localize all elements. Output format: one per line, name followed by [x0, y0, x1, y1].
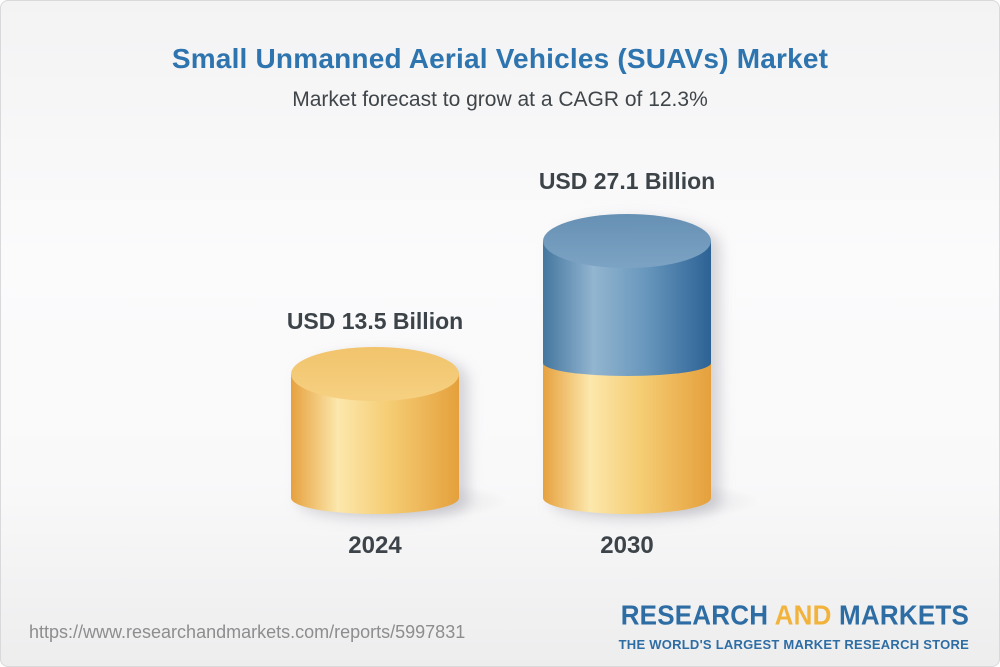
bar-cylinder-2024 — [291, 347, 459, 514]
category-label-2024: 2024 — [348, 532, 402, 559]
cylinder-segment-gold-2030 — [543, 363, 711, 514]
report-url: https://www.researchandmarkets.com/repor… — [29, 622, 466, 642]
logo-wordmark: RESEARCH AND MARKETS — [621, 599, 969, 632]
bar-value-label-2030: USD 27.1 Billion — [538, 168, 716, 194]
page-title: Small Unmanned Aerial Vehicles (SUAVs) M… — [171, 43, 829, 74]
research-and-markets-logo: RESEARCH AND MARKETS THE WORLD'S LARGEST… — [618, 599, 969, 652]
page-subtitle: Market forecast to grow at a CAGR of 12.… — [292, 88, 708, 111]
logo-tagline: THE WORLD'S LARGEST MARKET RESEARCH STOR… — [618, 637, 969, 652]
cylinder-top-blue-2030 — [543, 214, 711, 268]
logo-word-research: RESEARCH — [620, 598, 769, 631]
cylinder-top-gold-2024 — [291, 347, 459, 401]
category-label-2030: 2030 — [600, 532, 654, 559]
logo-word-markets: MARKETS — [839, 598, 969, 631]
cylinder-body-gold-2024 — [291, 374, 459, 514]
cylinder-segment-blue-2030 — [543, 241, 711, 376]
bar-cylinder-2030 — [543, 214, 711, 514]
logo-word-and: AND — [774, 598, 832, 631]
bar-value-label-2024: USD 13.5 Billion — [286, 308, 464, 334]
